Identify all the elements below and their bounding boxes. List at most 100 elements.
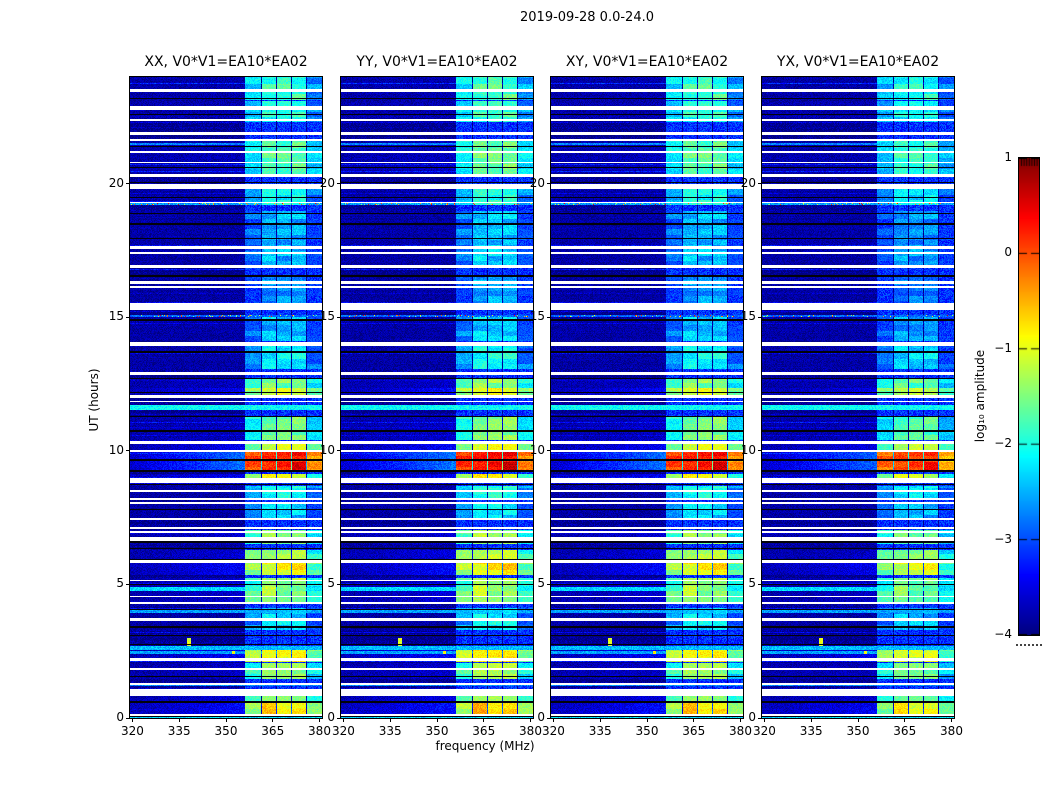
colorbar-tick-label: −4 (994, 627, 1012, 641)
x-tick-mark (436, 718, 438, 722)
x-tick-label: 320 (332, 724, 355, 738)
y-tick-label: 5 (537, 576, 545, 591)
y-tick-label: 15 (108, 309, 124, 324)
y-tick-mark (547, 717, 551, 719)
x-tick-mark (131, 718, 133, 722)
y-tick-mark (337, 450, 341, 452)
x-tick-mark (810, 718, 812, 722)
y-tick-label: 0 (116, 710, 124, 724)
x-tick-label: 350 (635, 724, 659, 738)
y-tick-label: 10 (529, 442, 545, 457)
colorbar-tick-label: −1 (994, 340, 1012, 355)
y-tick-label: 0 (327, 710, 335, 724)
y-tick-label: 0 (537, 710, 545, 724)
y-tick-label: 5 (327, 576, 335, 591)
y-tick-mark (758, 717, 762, 719)
y-tick-mark (758, 583, 762, 585)
x-tick-label: 335 (799, 724, 823, 738)
x-tick-label: 320 (542, 724, 565, 738)
y-tick-label: 15 (740, 309, 756, 324)
x-tick-label: 350 (425, 724, 449, 738)
x-tick-mark (319, 718, 320, 722)
x-tick-label: 365 (893, 724, 917, 738)
y-tick-mark (337, 183, 341, 185)
panel-title-yy: YY, V0*V1=EA10*EA02 (356, 54, 518, 70)
y-tick-mark (758, 450, 762, 452)
colorbar-frame (1018, 157, 1040, 636)
x-tick-mark (483, 718, 485, 722)
x-tick-label: 335 (378, 724, 402, 738)
x-tick-mark (530, 718, 531, 722)
y-tick-mark (337, 316, 341, 318)
colorbar-extend-dots (1016, 644, 1042, 646)
x-tick-mark (904, 718, 906, 722)
x-tick-label: 335 (167, 724, 191, 738)
y-tick-mark (337, 717, 341, 719)
x-tick-label: 335 (588, 724, 612, 738)
x-tick-label: 380 (940, 724, 963, 738)
colorbar-tick-label: 1 (1004, 150, 1012, 164)
y-tick-mark (758, 316, 762, 318)
x-tick-label: 365 (682, 724, 706, 738)
spectrogram-xx (130, 77, 322, 718)
y-tick-label: 0 (748, 710, 756, 724)
figure-title: 2019-09-28 0.0-24.0 (520, 10, 654, 25)
spectrogram-yy (341, 77, 533, 718)
x-axis-label: frequency (MHz) (435, 739, 535, 753)
x-tick-mark (389, 718, 391, 722)
y-tick-label: 10 (319, 442, 335, 457)
y-tick-label: 10 (108, 442, 124, 457)
y-tick-mark (337, 583, 341, 585)
x-tick-mark (272, 718, 274, 722)
x-tick-mark (693, 718, 695, 722)
y-tick-label: 15 (529, 309, 545, 324)
x-tick-label: 350 (214, 724, 238, 738)
colorbar-tick-label: 0 (1004, 245, 1012, 260)
x-tick-mark (599, 718, 601, 722)
colorbar-tick-label: −3 (994, 531, 1012, 546)
y-tick-label: 20 (319, 175, 335, 190)
x-tick-mark (342, 718, 344, 722)
y-tick-label: 10 (740, 442, 756, 457)
panel-title-xx: XX, V0*V1=EA10*EA02 (144, 54, 308, 70)
x-tick-label: 380 (729, 724, 752, 738)
panel-title-xy: XY, V0*V1=EA10*EA02 (565, 54, 729, 70)
x-tick-label: 350 (846, 724, 870, 738)
x-tick-mark (740, 718, 741, 722)
x-tick-mark (225, 718, 227, 722)
y-tick-label: 5 (748, 576, 756, 591)
y-tick-label: 20 (740, 175, 756, 190)
spectrogram-xy (551, 77, 743, 718)
y-tick-mark (547, 583, 551, 585)
x-tick-mark (951, 718, 952, 722)
y-tick-mark (126, 316, 130, 318)
y-tick-mark (547, 183, 551, 185)
y-tick-mark (126, 583, 130, 585)
x-tick-label: 380 (308, 724, 331, 738)
x-tick-label: 320 (121, 724, 144, 738)
x-tick-mark (646, 718, 648, 722)
x-tick-mark (178, 718, 180, 722)
x-tick-mark (552, 718, 554, 722)
colorbar-tick-label: −2 (994, 436, 1012, 451)
spectrogram-yx (762, 77, 954, 718)
y-tick-label: 5 (116, 576, 124, 591)
x-tick-mark (857, 718, 859, 722)
y-tick-mark (758, 183, 762, 185)
x-tick-mark (763, 718, 765, 722)
x-tick-label: 365 (261, 724, 285, 738)
colorbar-gradient-canvas (1019, 158, 1039, 635)
y-tick-label: 20 (529, 175, 545, 190)
y-tick-mark (126, 717, 130, 719)
y-tick-mark (126, 183, 130, 185)
y-tick-mark (547, 316, 551, 318)
panel-title-yx: YX, V0*V1=EA10*EA02 (776, 54, 940, 70)
x-tick-label: 320 (753, 724, 776, 738)
y-tick-mark (126, 450, 130, 452)
y-tick-label: 15 (319, 309, 335, 324)
y-tick-label: 20 (108, 175, 124, 190)
x-tick-label: 365 (472, 724, 496, 738)
x-tick-label: 380 (519, 724, 542, 738)
y-axis-label: UT (hours) (87, 368, 101, 432)
